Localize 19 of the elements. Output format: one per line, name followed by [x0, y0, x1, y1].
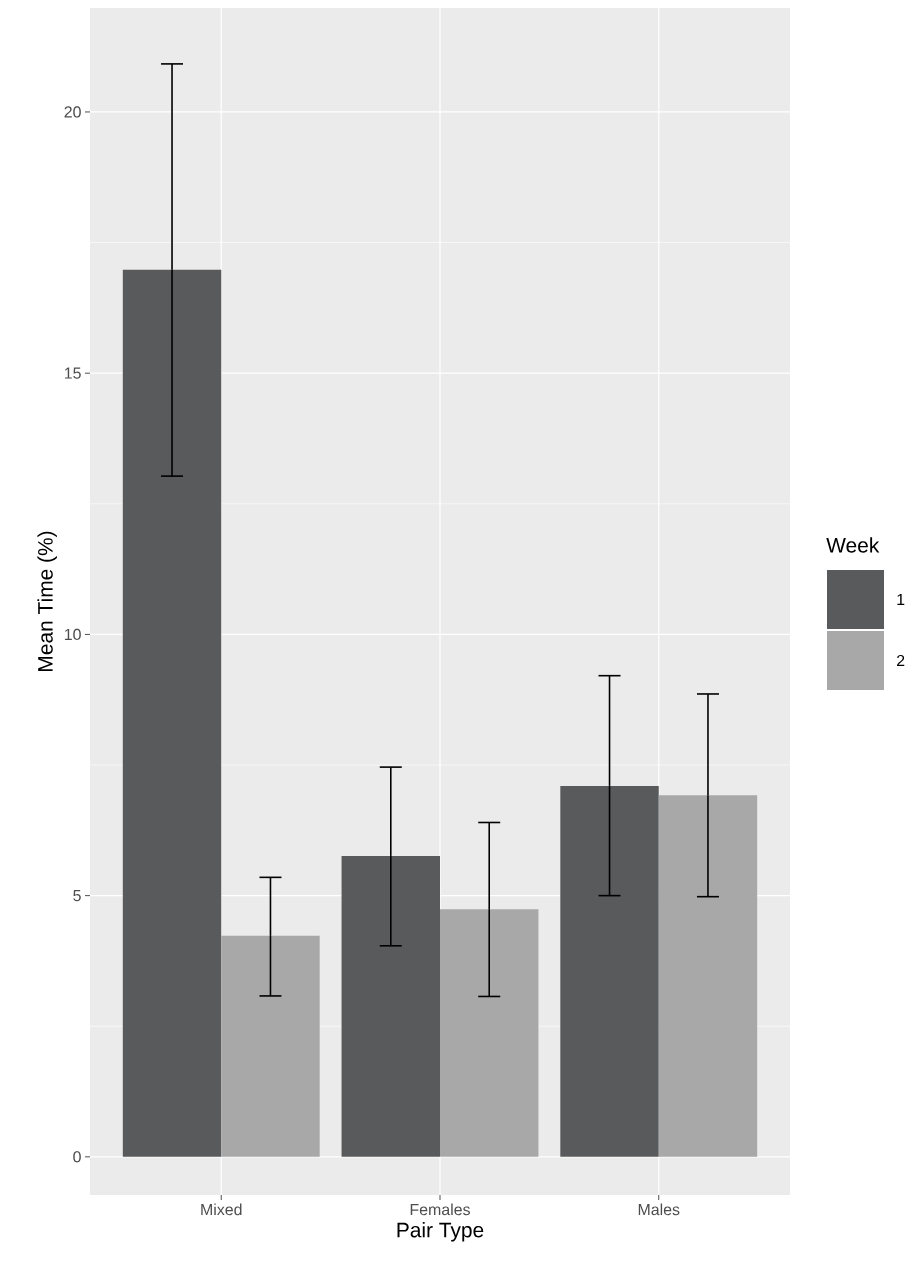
- bar: [440, 909, 539, 1157]
- x-tick-label: Females: [410, 1203, 470, 1216]
- y-tick-label: 15: [64, 367, 81, 379]
- y-tick-label: 10: [64, 628, 81, 641]
- bar: [341, 855, 440, 1157]
- x-tick-label: Mixed: [201, 1203, 242, 1216]
- bar: [122, 269, 222, 1157]
- text: 2: [896, 654, 905, 667]
- bar: [221, 935, 320, 1157]
- bar: [560, 785, 659, 1157]
- y-tick-label: 5: [73, 890, 81, 902]
- x-tick-label: Males: [638, 1203, 680, 1216]
- y-tick-label: 0: [73, 1151, 81, 1163]
- legend-title: Week: [826, 537, 880, 553]
- y-axis-title: Mean Time (%): [37, 531, 57, 671]
- y-tick-label: 20: [64, 106, 81, 118]
- text: 1: [897, 594, 905, 605]
- x-axis-title: Pair Type: [397, 1222, 484, 1242]
- bar: [658, 795, 758, 1157]
